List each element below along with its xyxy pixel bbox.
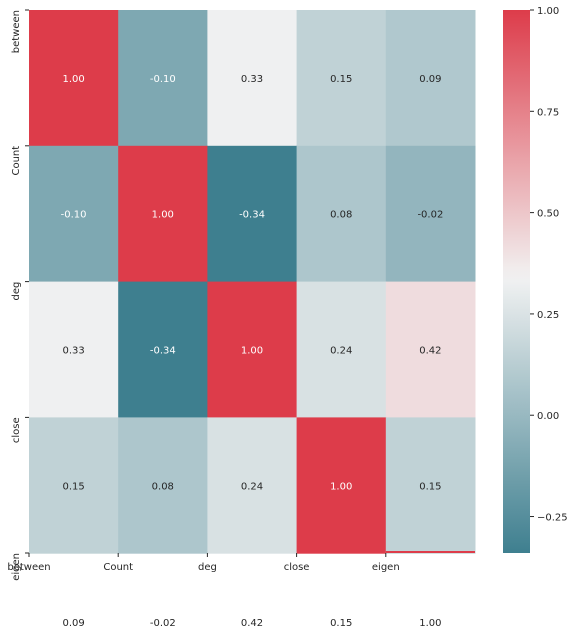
- cell-value-between-Count: -0.10: [150, 74, 176, 85]
- cell-value-eigen-Count: -0.02: [150, 618, 176, 629]
- colorbar: −0.25 0.00 0.25 0.50 0.75 1.00: [503, 6, 568, 553]
- y-tick-label-close: close: [11, 417, 22, 443]
- cell-value-Count-between: -0.10: [61, 210, 87, 221]
- y-tick-label-eigen: eigen: [11, 553, 22, 581]
- cell-value-Count-close: 0.08: [330, 210, 352, 221]
- colorbar-tick-label: 0.00: [537, 411, 559, 422]
- cell-value-close-close: 1.00: [330, 481, 352, 492]
- heatmap-cell-Count-between: [29, 145, 119, 283]
- y-tick-label-deg: deg: [11, 282, 22, 301]
- y-tick-label-between: between: [11, 10, 22, 53]
- y-tick-label-Count: Count: [11, 146, 22, 176]
- heatmap-cell-Count-deg: [207, 145, 298, 283]
- colorbar-tick-label: 0.25: [537, 310, 559, 321]
- heatmap-cell-between-deg: [207, 10, 298, 147]
- x-tick-label-deg: deg: [198, 562, 217, 573]
- heatmap-cell-Count-close: [296, 145, 387, 283]
- colorbar-tick-label: 0.50: [537, 209, 559, 220]
- x-tick-label-eigen: eigen: [372, 562, 400, 573]
- cell-value-eigen-between: 0.09: [62, 618, 84, 629]
- heatmap-cell-Count-Count: [118, 145, 208, 283]
- heatmap-cell-deg-deg: [207, 281, 298, 418]
- cell-value-deg-eigen: 0.42: [419, 346, 441, 357]
- cell-value-close-Count: 0.08: [152, 481, 174, 492]
- heatmap-cell-between-close: [296, 10, 387, 147]
- cell-value-between-between: 1.00: [62, 74, 84, 85]
- heatmap-cell-deg-close: [296, 281, 387, 418]
- colorbar-tick-label: 0.75: [537, 107, 559, 118]
- x-axis: between Count deg close eigen: [7, 553, 400, 573]
- heatmap-cell-close-deg: [207, 417, 298, 554]
- cell-value-deg-deg: 1.00: [241, 346, 263, 357]
- heatmap-cell-close-Count: [118, 417, 208, 554]
- heatmap-cell-Count-eigen: [385, 145, 476, 283]
- cell-value-Count-Count: 1.00: [152, 210, 174, 221]
- heatmap-cell-close-close: [296, 417, 387, 554]
- cell-value-deg-Count: -0.34: [150, 346, 176, 357]
- cell-value-between-eigen: 0.09: [419, 74, 441, 85]
- cell-value-close-between: 0.15: [62, 481, 84, 492]
- y-axis: between Count deg close eigen: [11, 9, 29, 581]
- cell-value-deg-between: 0.33: [62, 346, 84, 357]
- heatmap-cell-eigen-eigen: [385, 551, 475, 553]
- heatmap-cell-close-eigen: [385, 417, 476, 554]
- cell-value-Count-deg: -0.34: [239, 210, 265, 221]
- heatmap-cell-between-eigen: [385, 10, 476, 147]
- cell-value-close-eigen: 0.15: [419, 481, 441, 492]
- cell-value-between-deg: 0.33: [241, 74, 263, 85]
- cell-value-eigen-close: 0.15: [330, 618, 352, 629]
- heatmap-cell-between-between: [29, 10, 119, 147]
- x-tick-label-close: close: [284, 562, 310, 573]
- cell-value-deg-close: 0.24: [330, 346, 352, 357]
- heatmap-cell-deg-Count: [118, 281, 208, 418]
- heatmap-cells: [29, 10, 476, 554]
- colorbar-tick-label: −0.25: [537, 513, 568, 524]
- heatmap-cell-between-Count: [118, 10, 208, 147]
- cell-value-Count-eigen: -0.02: [417, 210, 443, 221]
- x-tick-label-Count: Count: [103, 562, 133, 573]
- cell-value-eigen-deg: 0.42: [241, 618, 263, 629]
- cell-value-eigen-eigen: 1.00: [419, 618, 441, 629]
- heatmap-cell-deg-eigen: [385, 281, 476, 418]
- heatmap-cell-deg-between: [29, 281, 119, 418]
- cell-annotations: 1.00 -0.10 0.33 0.15 0.09 -0.10 1.00 -0.34 0.08 -…: [61, 74, 444, 629]
- heatmap-cell-close-between: [29, 417, 119, 554]
- x-tick-label-between: between: [7, 562, 50, 573]
- colorbar-tick-label: 1.00: [537, 6, 559, 17]
- cell-value-close-deg: 0.24: [241, 481, 263, 492]
- cell-value-between-close: 0.15: [330, 74, 352, 85]
- colorbar-scale: [503, 10, 530, 553]
